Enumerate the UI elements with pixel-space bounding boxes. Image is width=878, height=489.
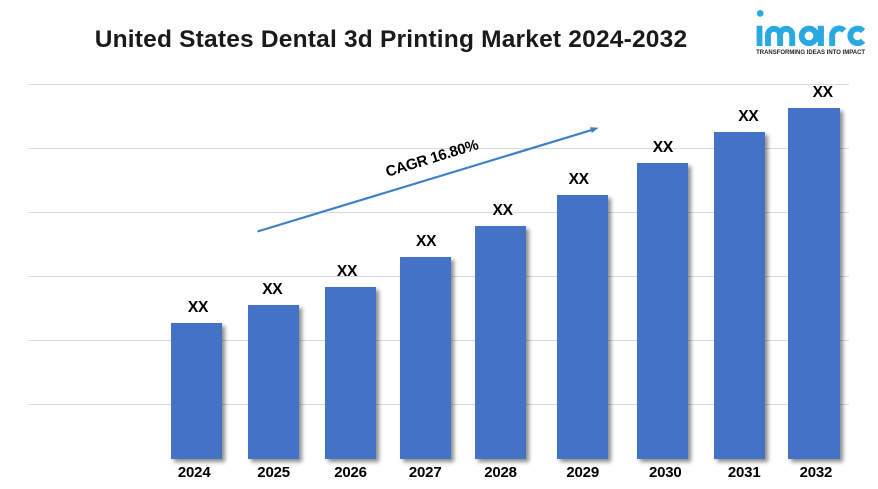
svg-text:TRANSFORMING IDEAS INTO IMPACT: TRANSFORMING IDEAS INTO IMPACT xyxy=(756,49,866,56)
